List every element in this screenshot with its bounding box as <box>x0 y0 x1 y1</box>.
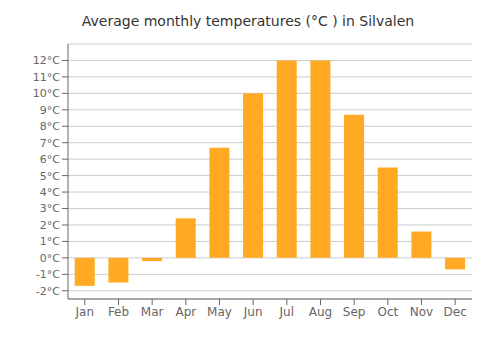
svg-text:Feb: Feb <box>108 305 129 319</box>
svg-text:Nov: Nov <box>410 305 433 319</box>
svg-text:5°C: 5°C <box>40 170 60 183</box>
svg-text:10°C: 10°C <box>33 87 60 100</box>
svg-text:1°C: 1°C <box>40 235 60 248</box>
svg-text:6°C: 6°C <box>40 153 60 166</box>
svg-text:0°C: 0°C <box>40 252 60 265</box>
svg-text:9°C: 9°C <box>40 104 60 117</box>
svg-text:Jul: Jul <box>279 305 294 319</box>
svg-text:Dec: Dec <box>444 305 467 319</box>
svg-text:Sep: Sep <box>343 305 366 319</box>
svg-text:4°C: 4°C <box>40 186 60 199</box>
svg-text:Apr: Apr <box>175 305 196 319</box>
svg-text:12°C: 12°C <box>33 54 60 67</box>
svg-text:8°C: 8°C <box>40 120 60 133</box>
svg-text:Jun: Jun <box>243 305 263 319</box>
svg-text:-1°C: -1°C <box>36 268 60 281</box>
html-text:Average monthly temperatures (: Average monthly temperatures (°C ) in Si… <box>81 13 415 29</box>
svg-text:Oct: Oct <box>377 305 398 319</box>
svg-text:3°C: 3°C <box>40 202 60 215</box>
svg-text:11°C: 11°C <box>33 71 60 84</box>
svg-text:-2°C: -2°C <box>36 285 60 298</box>
svg-text:Jan: Jan <box>75 305 95 319</box>
svg-text:Aug: Aug <box>309 305 332 319</box>
svg-text:7°C: 7°C <box>40 137 60 150</box>
svg-text:2°C: 2°C <box>40 219 60 232</box>
svg-text:Mar: Mar <box>141 305 164 319</box>
svg-text:May: May <box>207 305 232 319</box>
